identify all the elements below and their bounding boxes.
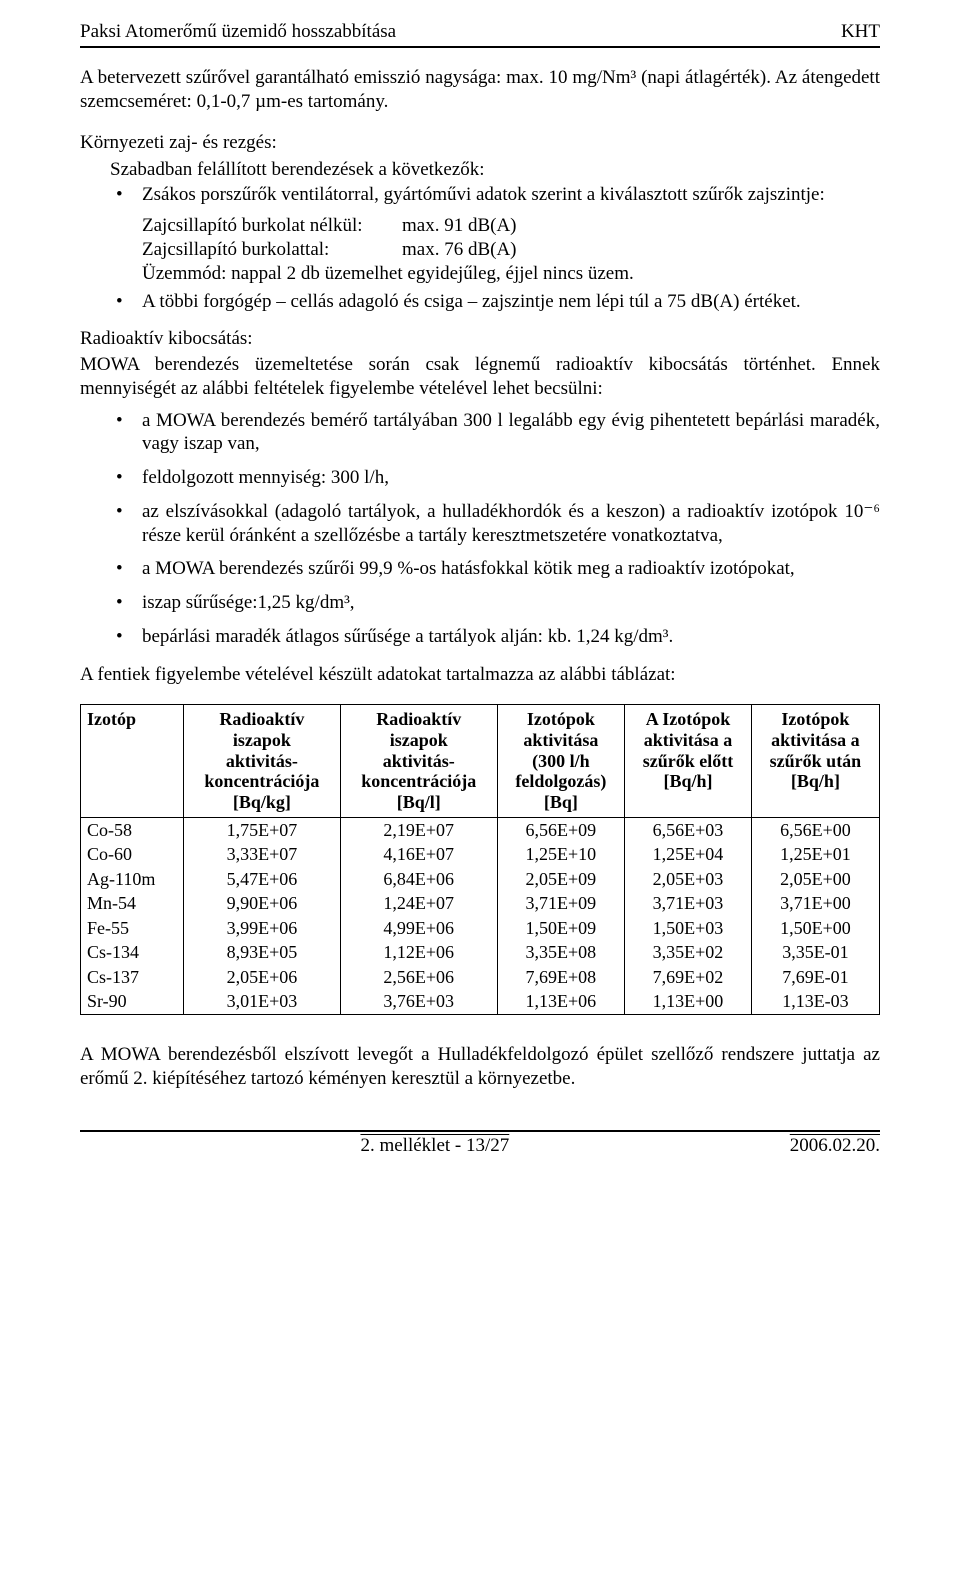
table-header-cell: A Izotópokaktivitása aszűrők előtt[Bq/h] bbox=[625, 705, 752, 817]
table-cell: 1,25E+10 bbox=[497, 842, 624, 867]
isotope-table-head: IzotópRadioaktíviszapokaktivitás-koncent… bbox=[81, 705, 880, 817]
table-cell: Ag-110m bbox=[81, 867, 184, 892]
table-cell: 1,50E+00 bbox=[751, 916, 879, 941]
table-cell: 3,71E+09 bbox=[497, 891, 624, 916]
table-header-cell: Radioaktíviszapokaktivitás-koncentrációj… bbox=[184, 705, 341, 817]
table-cell: 6,56E+03 bbox=[625, 817, 752, 842]
table-cell: 7,69E+02 bbox=[625, 965, 752, 990]
table-header-cell: Radioaktíviszapokaktivitás-koncentrációj… bbox=[340, 705, 497, 817]
table-cell: 2,19E+07 bbox=[340, 817, 497, 842]
page-footer: 2. melléklet - 13/27 2006.02.20. bbox=[80, 1130, 880, 1158]
table-cell: 4,99E+06 bbox=[340, 916, 497, 941]
table-row: Sr-903,01E+033,76E+031,13E+061,13E+001,1… bbox=[81, 989, 880, 1014]
table-cell: 1,50E+03 bbox=[625, 916, 752, 941]
outro-paragraph: A MOWA berendezésből elszívott levegőt a… bbox=[80, 1043, 880, 1091]
noise-section-label: Környezeti zaj- és rezgés: bbox=[80, 131, 880, 155]
table-cell: 4,16E+07 bbox=[340, 842, 497, 867]
table-cell: 1,25E+04 bbox=[625, 842, 752, 867]
document-page: Paksi Atomerőmű üzemidő hosszabbítása KH… bbox=[40, 0, 920, 1188]
table-row: Cs-1372,05E+062,56E+067,69E+087,69E+027,… bbox=[81, 965, 880, 990]
noise-bullet-1: Zsákos porszűrők ventilátorral, gyártómű… bbox=[80, 183, 880, 286]
table-cell: 3,35E-01 bbox=[751, 940, 879, 965]
table-cell: 7,69E-01 bbox=[751, 965, 879, 990]
table-cell: 5,47E+06 bbox=[184, 867, 341, 892]
table-row: Mn-549,90E+061,24E+073,71E+093,71E+033,7… bbox=[81, 891, 880, 916]
table-cell: 1,12E+06 bbox=[340, 940, 497, 965]
table-cell: 3,35E+08 bbox=[497, 940, 624, 965]
table-cell: 3,76E+03 bbox=[340, 989, 497, 1014]
radio-label: Radioaktív kibocsátás: bbox=[80, 327, 880, 351]
page-header: Paksi Atomerőmű üzemidő hosszabbítása KH… bbox=[80, 20, 880, 48]
table-cell: Cs-134 bbox=[81, 940, 184, 965]
table-cell: 3,01E+03 bbox=[184, 989, 341, 1014]
table-header-cell: Izotópokaktivitása aszűrők után[Bq/h] bbox=[751, 705, 879, 817]
table-cell: 6,84E+06 bbox=[340, 867, 497, 892]
noise-pair-1-value: max. 91 dB(A) bbox=[402, 214, 517, 238]
table-cell: 2,05E+03 bbox=[625, 867, 752, 892]
table-cell: 6,56E+00 bbox=[751, 817, 879, 842]
table-cell: 1,13E+00 bbox=[625, 989, 752, 1014]
table-cell: Co-58 bbox=[81, 817, 184, 842]
radio-bullet-item: a MOWA berendezés szűrői 99,9 %-os hatás… bbox=[80, 557, 880, 581]
table-cell: 2,05E+09 bbox=[497, 867, 624, 892]
radio-bullet-item: feldolgozott mennyiség: 300 l/h, bbox=[80, 466, 880, 490]
footer-right: 2006.02.20. bbox=[790, 1134, 880, 1158]
table-cell: 6,56E+09 bbox=[497, 817, 624, 842]
table-row: Co-581,75E+072,19E+076,56E+096,56E+036,5… bbox=[81, 817, 880, 842]
radio-bullet-item: a MOWA berendezés bemérő tartályában 300… bbox=[80, 409, 880, 457]
table-cell: 7,69E+08 bbox=[497, 965, 624, 990]
table-cell: Sr-90 bbox=[81, 989, 184, 1014]
radio-bullet-item: iszap sűrűsége:1,25 kg/dm³, bbox=[80, 591, 880, 615]
table-cell: Fe-55 bbox=[81, 916, 184, 941]
radio-bullet-item: bepárlási maradék átlagos sűrűsége a tar… bbox=[80, 625, 880, 649]
table-row: Co-603,33E+074,16E+071,25E+101,25E+041,2… bbox=[81, 842, 880, 867]
table-cell: Mn-54 bbox=[81, 891, 184, 916]
table-cell: 3,33E+07 bbox=[184, 842, 341, 867]
table-cell: 2,05E+06 bbox=[184, 965, 341, 990]
table-cell: 3,71E+03 bbox=[625, 891, 752, 916]
noise-bullet-list: Zsákos porszűrők ventilátorral, gyártómű… bbox=[80, 183, 880, 314]
noise-pair-2-value: max. 76 dB(A) bbox=[402, 238, 517, 262]
table-cell: 3,99E+06 bbox=[184, 916, 341, 941]
table-row: Ag-110m5,47E+066,84E+062,05E+092,05E+032… bbox=[81, 867, 880, 892]
radio-bullet-item: az elszívásokkal (adagoló tartályok, a h… bbox=[80, 500, 880, 548]
isotope-table-body: Co-581,75E+072,19E+076,56E+096,56E+036,5… bbox=[81, 817, 880, 1014]
noise-bullet-1-text: Zsákos porszűrők ventilátorral, gyártómű… bbox=[142, 184, 825, 205]
noise-pair-1-label: Zajcsillapító burkolat nélkül: bbox=[142, 214, 402, 238]
table-cell: 1,25E+01 bbox=[751, 842, 879, 867]
table-cell: 1,75E+07 bbox=[184, 817, 341, 842]
table-cell: 3,35E+02 bbox=[625, 940, 752, 965]
header-right: KHT bbox=[841, 20, 880, 44]
intro-paragraph: A betervezett szűrővel garantálható emis… bbox=[80, 66, 880, 114]
footer-center: 2. melléklet - 13/27 bbox=[360, 1134, 509, 1158]
radio-bullet-list: a MOWA berendezés bemérő tartályában 300… bbox=[80, 409, 880, 649]
table-cell: 2,56E+06 bbox=[340, 965, 497, 990]
noise-pair-1: Zajcsillapító burkolat nélkül: max. 91 d… bbox=[142, 214, 880, 238]
table-cell: 1,50E+09 bbox=[497, 916, 624, 941]
isotope-table: IzotópRadioaktíviszapokaktivitás-koncent… bbox=[80, 704, 880, 1014]
noise-intro-line: Szabadban felállított berendezések a köv… bbox=[110, 157, 880, 183]
noise-pair-2: Zajcsillapító burkolattal: max. 76 dB(A) bbox=[142, 238, 880, 262]
table-cell: Cs-137 bbox=[81, 965, 184, 990]
radio-text: MOWA berendezés üzemeltetése során csak … bbox=[80, 353, 880, 401]
table-cell: 9,90E+06 bbox=[184, 891, 341, 916]
table-row: Cs-1348,93E+051,12E+063,35E+083,35E+023,… bbox=[81, 940, 880, 965]
table-cell: 1,13E+06 bbox=[497, 989, 624, 1014]
table-cell: Co-60 bbox=[81, 842, 184, 867]
table-cell: 1,13E-03 bbox=[751, 989, 879, 1014]
table-cell: 1,24E+07 bbox=[340, 891, 497, 916]
noise-mode-line: Üzemmód: nappal 2 db üzemelhet egyidejűl… bbox=[142, 262, 880, 286]
header-left: Paksi Atomerőmű üzemidő hosszabbítása bbox=[80, 20, 396, 44]
noise-pair-2-label: Zajcsillapító burkolattal: bbox=[142, 238, 402, 262]
table-intro: A fentiek figyelembe vételével készült a… bbox=[80, 663, 880, 687]
table-cell: 3,71E+00 bbox=[751, 891, 879, 916]
table-cell: 2,05E+00 bbox=[751, 867, 879, 892]
table-cell: 8,93E+05 bbox=[184, 940, 341, 965]
table-header-cell: Izotópokaktivitása(300 l/hfeldolgozás)[B… bbox=[497, 705, 624, 817]
table-row: Fe-553,99E+064,99E+061,50E+091,50E+031,5… bbox=[81, 916, 880, 941]
noise-bullet-2: A többi forgógép – cellás adagoló és csi… bbox=[80, 290, 880, 314]
table-header-cell: Izotóp bbox=[81, 705, 184, 817]
